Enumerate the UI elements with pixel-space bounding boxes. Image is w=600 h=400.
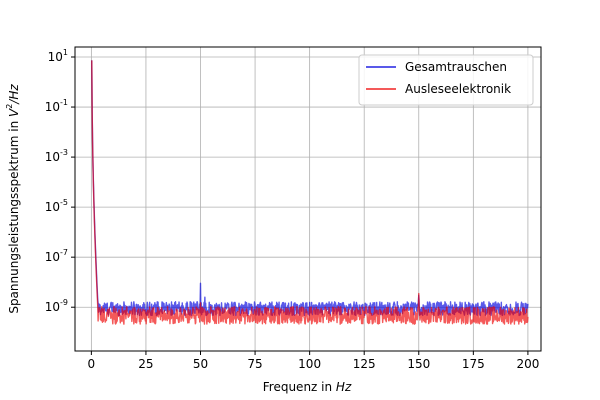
x-tick-label: 75 [247, 357, 262, 371]
x-tick-label: 25 [138, 357, 153, 371]
y-axis: 101 10-1 10-3 10-5 10-7 10-9 [45, 48, 75, 314]
legend-box [358, 54, 534, 106]
y-tick-label: 10-9 [45, 298, 68, 314]
series-line-ausleseelektronik [91, 60, 529, 325]
y-axis-label: Spannungsleistungsspektrum in V2/Hz [5, 84, 21, 314]
x-tick-label: 175 [462, 357, 485, 371]
series-line-gesamtrauschen [91, 60, 529, 317]
x-axis: 0 25 50 75 100 125 150 175 200 [88, 351, 539, 371]
plot-frame [74, 46, 542, 352]
x-tick-label: 50 [193, 357, 208, 371]
legend: Gesamtrauschen Ausleseelektronik [358, 54, 534, 106]
legend-label-gesamtrauschen: Gesamtrauschen [405, 60, 507, 74]
y-tick-label: 10-1 [45, 98, 68, 114]
x-tick-label: 0 [88, 357, 96, 371]
x-tick-label: 125 [353, 357, 376, 371]
series-group [91, 60, 529, 325]
x-tick-label: 150 [407, 357, 430, 371]
y-tick-label: 10-3 [45, 148, 68, 164]
y-tick-label: 101 [48, 48, 68, 64]
x-tick-label: 200 [516, 357, 539, 371]
x-axis-label: Frequenz in Hz [263, 380, 352, 394]
y-tick-label: 10-7 [45, 248, 68, 264]
y-tick-label: 10-5 [45, 198, 68, 214]
x-tick-label: 100 [298, 357, 321, 371]
legend-label-ausleseelektronik: Ausleseelektronik [405, 82, 511, 96]
